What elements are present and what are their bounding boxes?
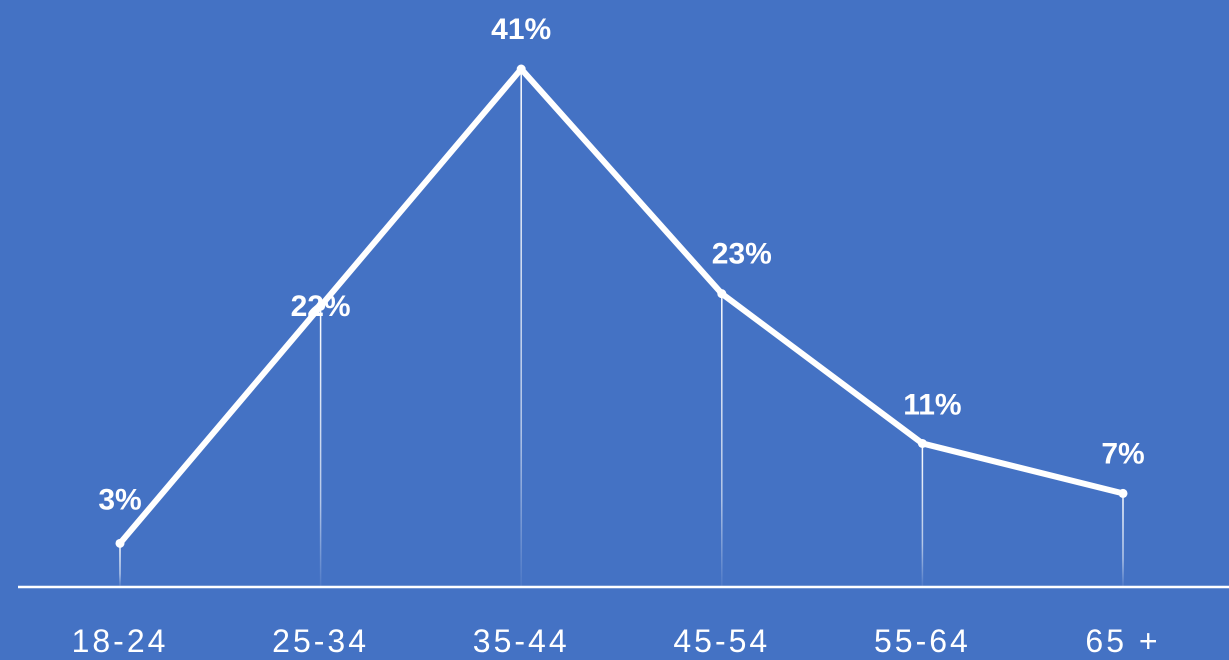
data-label-25-34: 22% <box>291 290 351 323</box>
data-label-55-64: 11% <box>903 388 961 421</box>
data-point-55-64 <box>917 438 927 448</box>
data-label-45-54: 23% <box>712 238 772 271</box>
data-point-25-34 <box>316 301 326 311</box>
data-points <box>115 64 1128 548</box>
data-label-18-24: 3% <box>98 483 141 516</box>
x-tick-label-55-64: 55-64 <box>874 623 971 659</box>
x-tick-label-45-54: 45-54 <box>673 623 770 659</box>
data-point-35-44 <box>516 64 526 74</box>
data-label-35-44: 41% <box>491 13 551 46</box>
x-tick-label-18-24: 18-24 <box>72 623 169 659</box>
x-tick-labels: 18-24 25-34 35-44 45-54 55-64 65 + <box>72 623 1160 659</box>
data-point-65 <box>1118 488 1128 498</box>
drop-lines <box>119 68 1124 588</box>
data-label-65: 7% <box>1101 437 1144 470</box>
x-tick-label-65: 65 + <box>1085 623 1160 659</box>
series-line <box>117 66 1126 547</box>
data-point-45-54 <box>717 289 727 299</box>
x-tick-label-35-44: 35-44 <box>473 623 570 659</box>
data-labels: 3% 22% 41% 23% 11% 7% <box>98 13 1144 516</box>
data-point-18-24 <box>115 538 125 548</box>
x-tick-label-25-34: 25-34 <box>272 623 369 659</box>
